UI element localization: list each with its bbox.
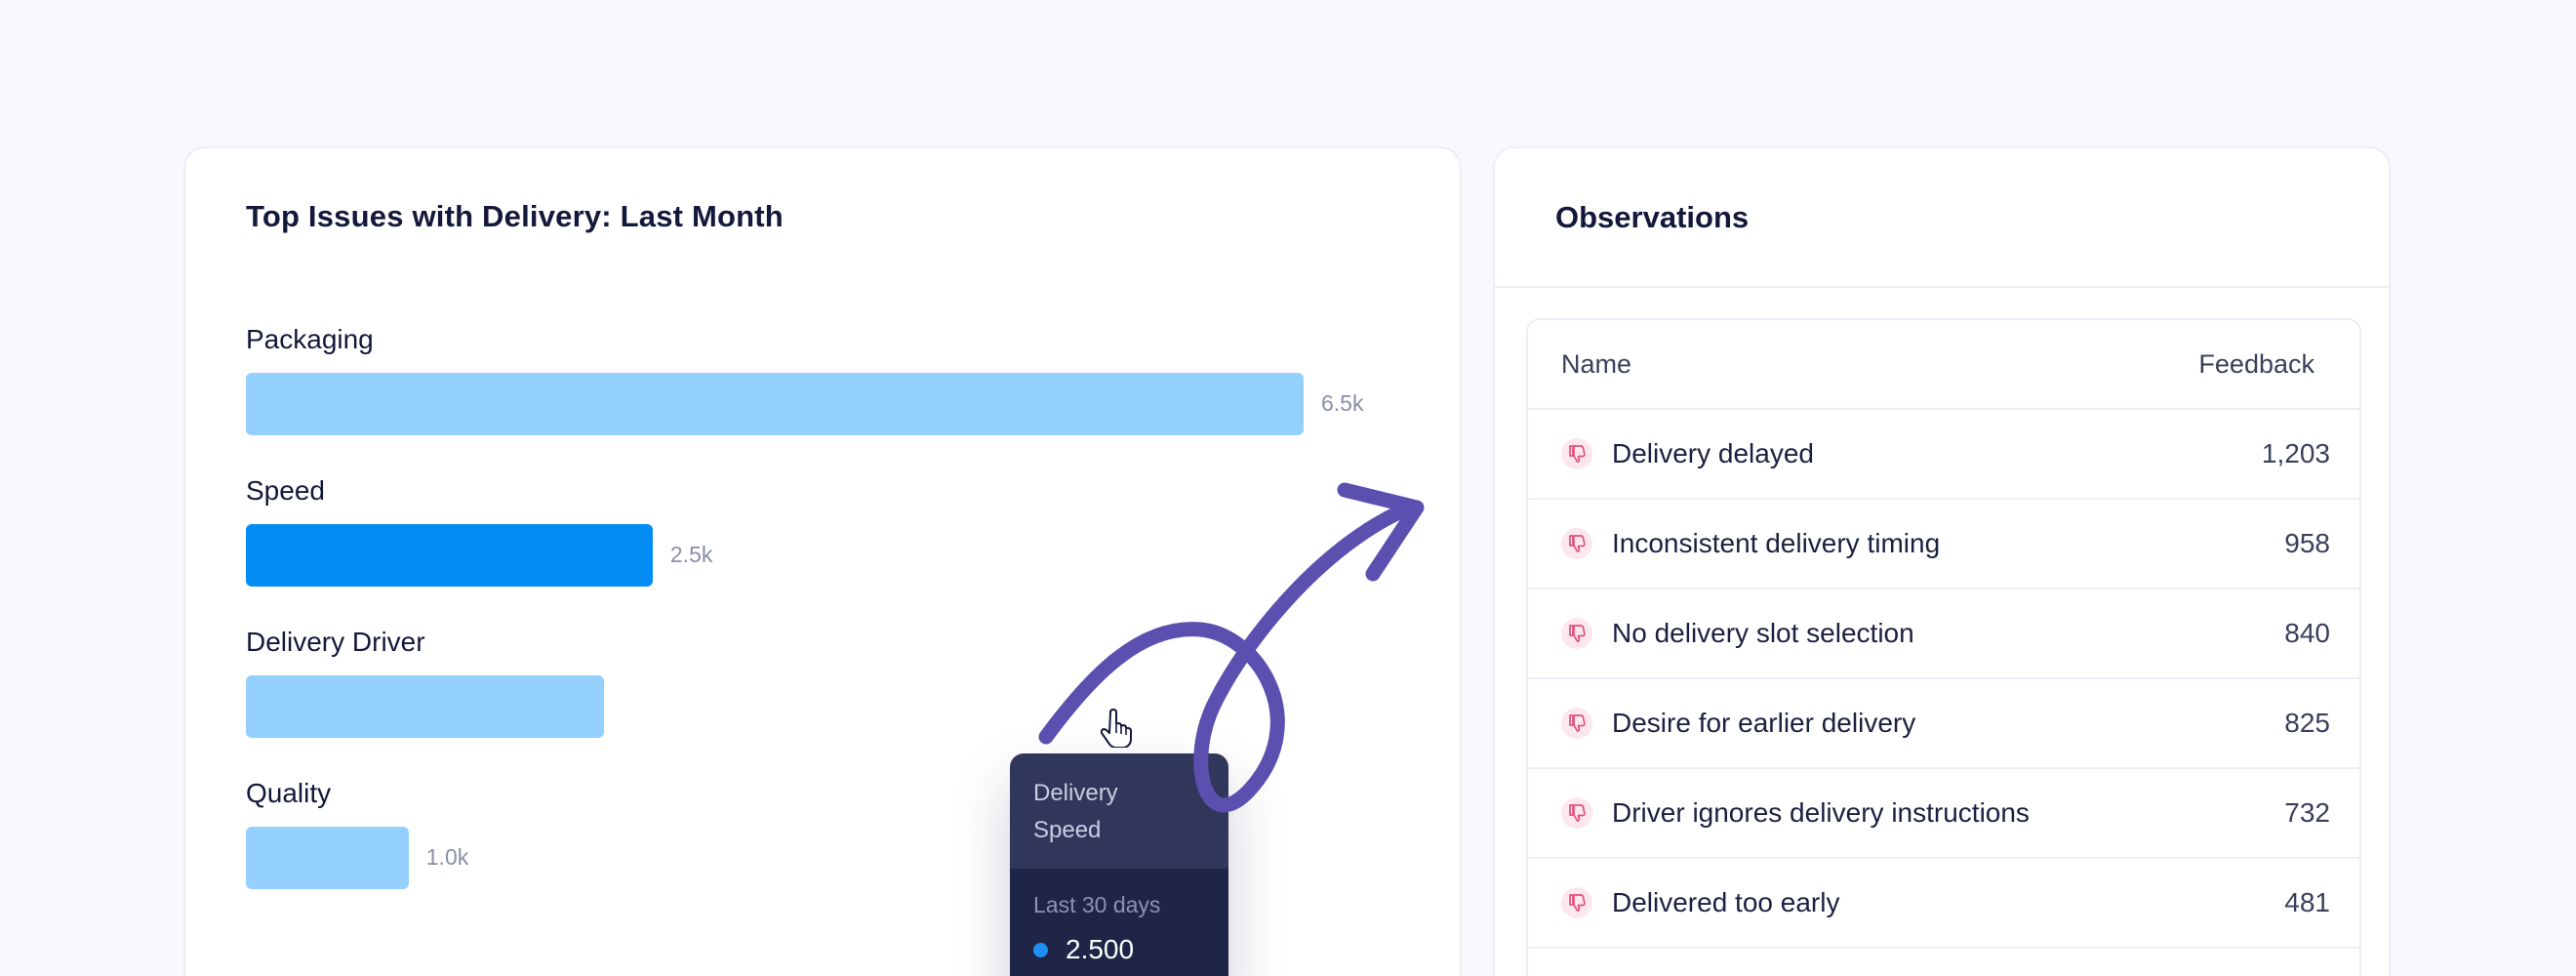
thumbs-down-icon (1561, 528, 1592, 559)
feedback-count: 958 (2284, 528, 2330, 558)
observation-name: Inconsistent delivery timing (1612, 528, 1941, 558)
tooltip-value-row: 2.500 (1033, 934, 1205, 965)
feedback-count: 732 (2284, 797, 2330, 828)
observations-table: Name Feedback Delivery delayed 1,203 Incon… (1526, 318, 2361, 976)
observation-name: Delivered too early (1612, 887, 1840, 917)
bar-category-label: Delivery Driver (246, 627, 425, 657)
observation-name: No delivery slot selection (1612, 618, 1914, 648)
column-header-feedback[interactable]: Feedback (2198, 348, 2314, 379)
feedback-count: 840 (2284, 618, 2330, 648)
chart-tooltip: Delivery Speed Last 30 days 2.500 (1010, 753, 1228, 976)
observation-name: Desire for earlier delivery (1612, 708, 1916, 738)
row-name-cell: Delivery delayed (1561, 438, 1814, 469)
bar-value-label: 6.5k (1321, 390, 1364, 416)
row-name-cell: Desire for earlier delivery (1561, 708, 1915, 739)
tooltip-subcategory: Speed (1033, 817, 1102, 843)
feedback-count: 825 (2284, 708, 2330, 738)
table-row[interactable]: Driver ignores delivery instructions 732 (1528, 769, 2359, 859)
chart-title: Top Issues with Delivery: Last Month (246, 199, 784, 233)
table-row[interactable]: Desire for earlier delivery 825 (1528, 679, 2359, 769)
tooltip-period: Last 30 days (1033, 892, 1161, 917)
bar-group: Delivery Driver (246, 627, 1417, 753)
row-name-cell: Driver ignores delivery instructions (1561, 797, 2030, 829)
observations-card: Observations Name Feedback Delivery dela… (1493, 146, 2391, 976)
table-header: Name Feedback (1528, 320, 2359, 410)
bar-category-label: Quality (246, 778, 332, 808)
thumbs-down-icon (1561, 618, 1592, 649)
row-name-cell: No delivery slot selection (1561, 618, 1914, 649)
table-body: Delivery delayed 1,203 Inconsistent delive… (1528, 410, 2359, 949)
bar-value-label: 2.5k (669, 542, 713, 567)
bar-group: Packaging 6.5k (246, 324, 1417, 451)
bar-value-label: 1.0k (425, 844, 469, 870)
table-row[interactable]: No delivery slot selection 840 (1528, 590, 2359, 679)
column-header-name[interactable]: Name (1561, 348, 1632, 379)
tooltip-category: Delivery (1033, 780, 1118, 806)
observations-header: Observations (1495, 148, 2389, 288)
table-row[interactable]: Delivery delayed 1,203 (1528, 410, 2359, 500)
observations-title: Observations (1555, 199, 1750, 234)
row-name-cell: Inconsistent delivery timing (1561, 528, 1940, 559)
feedback-count: 481 (2284, 887, 2330, 917)
tooltip-body: Last 30 days 2.500 (1010, 869, 1228, 976)
series-dot-icon (1033, 942, 1048, 957)
row-name-cell: Delivered too early (1561, 887, 1839, 918)
thumbs-down-icon (1561, 708, 1592, 739)
observation-name: Delivery delayed (1612, 438, 1814, 468)
bar-category-label: Packaging (246, 324, 374, 354)
bar[interactable] (246, 675, 604, 738)
thumbs-down-icon (1561, 797, 1592, 829)
hand-pointer-icon (1101, 709, 1132, 748)
observation-name: Driver ignores delivery instructions (1612, 797, 2030, 828)
curly-arrow-icon (1038, 482, 1425, 813)
bar[interactable] (246, 524, 653, 587)
tooltip-header: Delivery Speed (1010, 753, 1228, 869)
bar-group: Quality 1.0k (246, 778, 1417, 905)
tooltip-value: 2.500 (1066, 934, 1135, 964)
bar[interactable] (246, 373, 1304, 435)
bar[interactable] (246, 827, 409, 889)
table-row[interactable]: Inconsistent delivery timing 958 (1528, 500, 2359, 590)
bar-group: Speed 2.5k (246, 475, 1417, 602)
thumbs-down-icon (1561, 887, 1592, 918)
bar-category-label: Speed (246, 475, 325, 506)
thumbs-down-icon (1561, 438, 1592, 469)
feedback-count: 1,203 (2261, 438, 2330, 468)
table-row[interactable]: Delivered too early 481 (1528, 859, 2359, 949)
issues-chart-card: Top Issues with Delivery: Last Month Pac… (183, 146, 1462, 976)
